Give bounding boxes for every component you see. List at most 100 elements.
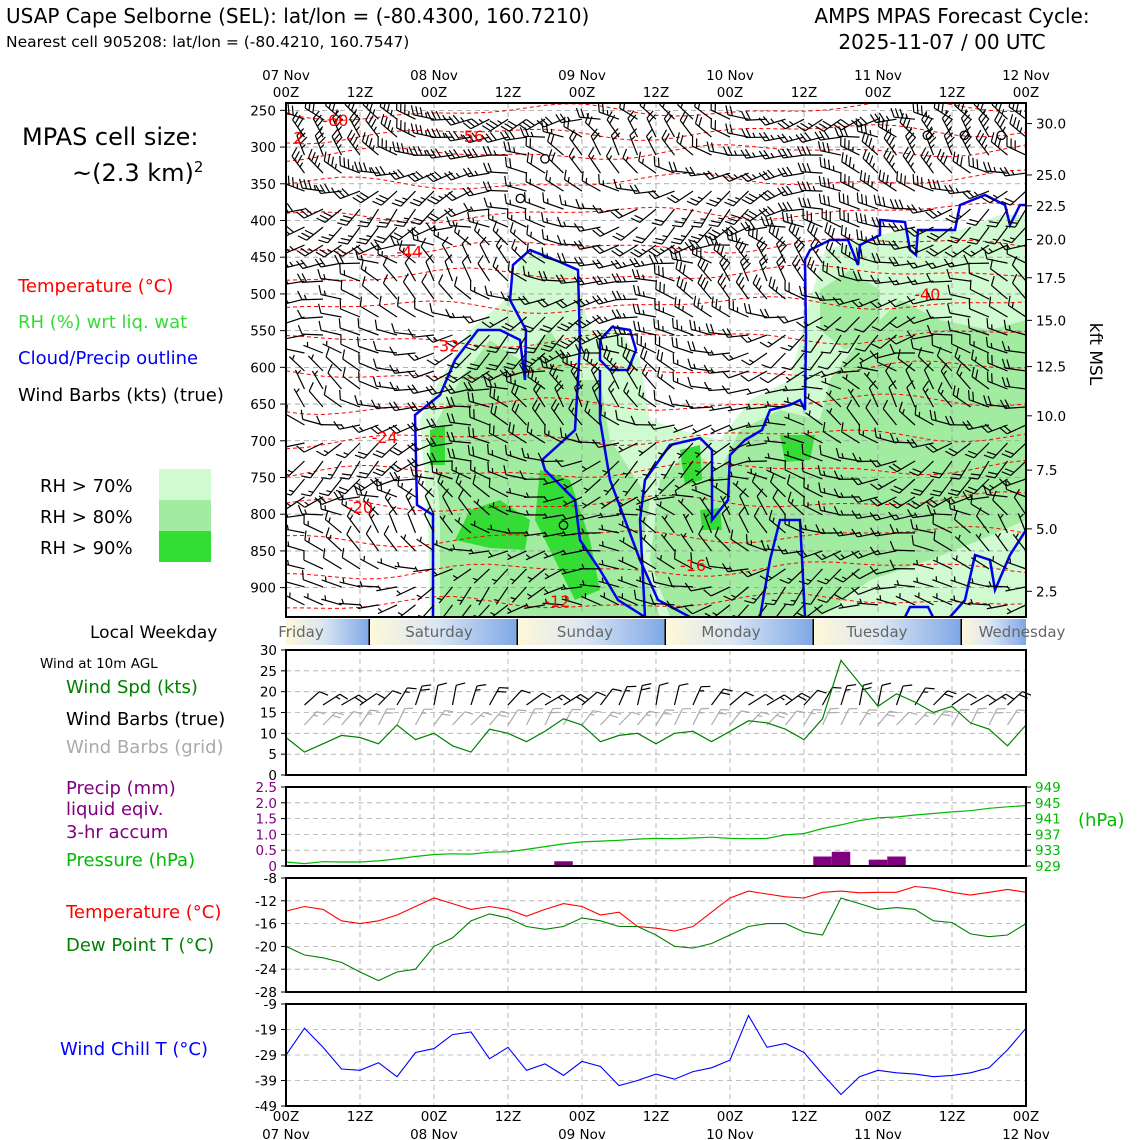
wind-barb — [600, 496, 620, 510]
weekday-segment — [286, 619, 370, 645]
wind-barb — [1006, 136, 1026, 156]
wind-barb — [499, 130, 527, 141]
wind-barb — [764, 401, 786, 408]
wind-barb — [838, 602, 860, 609]
swatch-rh70 — [159, 469, 211, 500]
wind-barb — [598, 559, 620, 570]
wind-barb — [655, 279, 675, 300]
precip-label-3: 3-hr accum — [66, 822, 168, 843]
wind-barb — [523, 492, 546, 498]
wind-barb — [855, 121, 879, 138]
wind-barb — [753, 507, 768, 534]
wind-barb — [949, 460, 972, 480]
isotherm-label: -24 — [372, 428, 398, 447]
wind-barb — [720, 495, 731, 516]
wind-barb — [389, 346, 416, 356]
wind-barb — [416, 536, 435, 552]
y-tick-label: -9 — [264, 997, 277, 1013]
wind-barb — [666, 244, 694, 255]
wind-barb — [616, 509, 638, 516]
wind-barb — [297, 226, 324, 241]
wind-barb — [779, 568, 805, 584]
wind-barb — [425, 171, 453, 183]
wind-barb — [759, 334, 786, 348]
height-tick-label: 20.0 — [1036, 233, 1066, 249]
true-wind-barb — [488, 686, 509, 706]
wind-barb — [857, 598, 879, 606]
wind-barb — [357, 581, 379, 588]
wind-barb — [426, 400, 453, 410]
wind-barb — [678, 460, 694, 479]
wind-barb — [640, 478, 657, 496]
wind-barb — [914, 592, 934, 606]
wind-barb — [561, 568, 583, 575]
wind-barb — [462, 132, 490, 144]
temperature-isotherm — [286, 429, 1026, 450]
wind-barb — [500, 291, 527, 301]
wind-barb — [622, 148, 638, 174]
wind-barb — [835, 316, 860, 333]
true-wind-barb — [618, 685, 637, 706]
wind-barb — [770, 472, 786, 498]
wind-barb — [639, 347, 657, 372]
wind-barb — [797, 162, 823, 174]
wind-barb — [495, 237, 509, 264]
wind-barb — [407, 384, 435, 394]
grid-wind-barb — [896, 711, 918, 726]
wind-barb — [555, 274, 583, 284]
y-tick-label: 5 — [268, 747, 277, 763]
wind-barb — [929, 460, 953, 479]
wind-barb — [950, 576, 971, 588]
wind-barb — [966, 226, 990, 245]
wind-barb — [981, 478, 1008, 491]
wind-barb — [396, 118, 416, 138]
wind-barb — [791, 255, 805, 282]
wind-barb — [421, 273, 435, 300]
wind-barb — [756, 488, 768, 516]
wind-barb — [945, 442, 971, 457]
wind-barb — [653, 494, 675, 501]
wind-barb — [796, 145, 823, 156]
wind-barb — [397, 475, 416, 498]
wind-barb — [389, 460, 416, 473]
wind-barb — [286, 259, 305, 269]
wind-barb — [685, 399, 712, 409]
true-wind-barb — [304, 691, 329, 706]
wind-barb — [444, 370, 472, 384]
wind-barb — [905, 362, 916, 390]
wind-barb — [490, 604, 509, 617]
wind-barb — [286, 524, 305, 534]
true-wind-barb — [933, 690, 957, 706]
wind-barb — [437, 604, 453, 617]
wind-barb — [545, 170, 564, 192]
true-wind-barb — [988, 693, 1015, 706]
temperature-isotherm — [286, 592, 1026, 609]
wind-barb — [592, 244, 620, 254]
wind-barb — [318, 478, 342, 497]
wind-barb — [1008, 103, 1026, 120]
wind-barb — [1006, 244, 1026, 264]
wind-barb — [420, 237, 435, 264]
wind-barb — [579, 545, 601, 552]
cross-section-grid — [286, 103, 1026, 617]
wind-barb — [814, 130, 842, 141]
wind-barb — [947, 284, 971, 300]
wind-barb — [846, 399, 860, 426]
wind-barb — [489, 502, 509, 516]
wind-barb — [1007, 295, 1026, 318]
weekday-segment — [665, 619, 814, 645]
wind-barb — [795, 550, 823, 559]
wind-barb — [618, 520, 638, 534]
calm-circle — [996, 130, 1007, 141]
wind-barb — [505, 371, 527, 390]
wind-barb — [902, 147, 916, 174]
height-tick-label: 15.0 — [1036, 313, 1066, 329]
wind-barb — [777, 133, 805, 144]
wind-barb — [666, 600, 694, 610]
wind-barb — [759, 370, 786, 384]
wind-barb — [842, 374, 860, 390]
wind-chill-line — [285, 1014, 1027, 1096]
wind-barb — [458, 489, 472, 516]
wind-barb — [722, 563, 749, 573]
wind-barb — [617, 576, 638, 588]
